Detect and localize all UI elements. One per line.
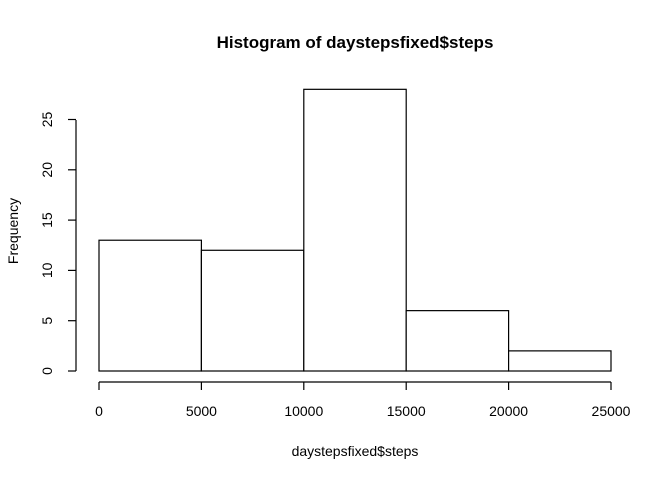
x-tick-label: 10000	[284, 403, 323, 419]
x-tick-label: 20000	[489, 403, 528, 419]
y-axis-label: Frequency	[5, 198, 21, 264]
chart-title: Histogram of daystepsfixed$steps	[217, 33, 494, 52]
y-tick-label: 10	[39, 262, 55, 278]
x-tick-label: 5000	[186, 403, 217, 419]
x-ticks: 0 5000 10000 15000 20000 25000	[95, 382, 631, 419]
histogram-bar-1	[98, 239, 203, 372]
histogram-bar-3	[303, 88, 407, 372]
y-tick-label: 20	[39, 162, 55, 178]
x-axis: 0 5000 10000 15000 20000 25000	[95, 381, 631, 419]
x-tick-label: 15000	[387, 403, 426, 419]
x-tick-label: 0	[95, 403, 103, 419]
bars-group	[98, 88, 612, 372]
histogram-bar-5	[508, 350, 612, 372]
y-tick-label: 25	[39, 112, 55, 128]
y-tick-label: 15	[39, 212, 55, 228]
x-axis-label: daystepsfixed$steps	[292, 443, 419, 459]
y-tick-label: 5	[39, 317, 55, 325]
histogram-bar-2	[200, 249, 305, 372]
histogram-bar-4	[405, 310, 510, 372]
y-axis: 0 5 10 15 20 25	[39, 112, 77, 375]
y-tick-label: 0	[39, 367, 55, 375]
x-tick-label: 25000	[592, 403, 631, 419]
y-ticks: 0 5 10 15 20 25	[39, 112, 76, 375]
